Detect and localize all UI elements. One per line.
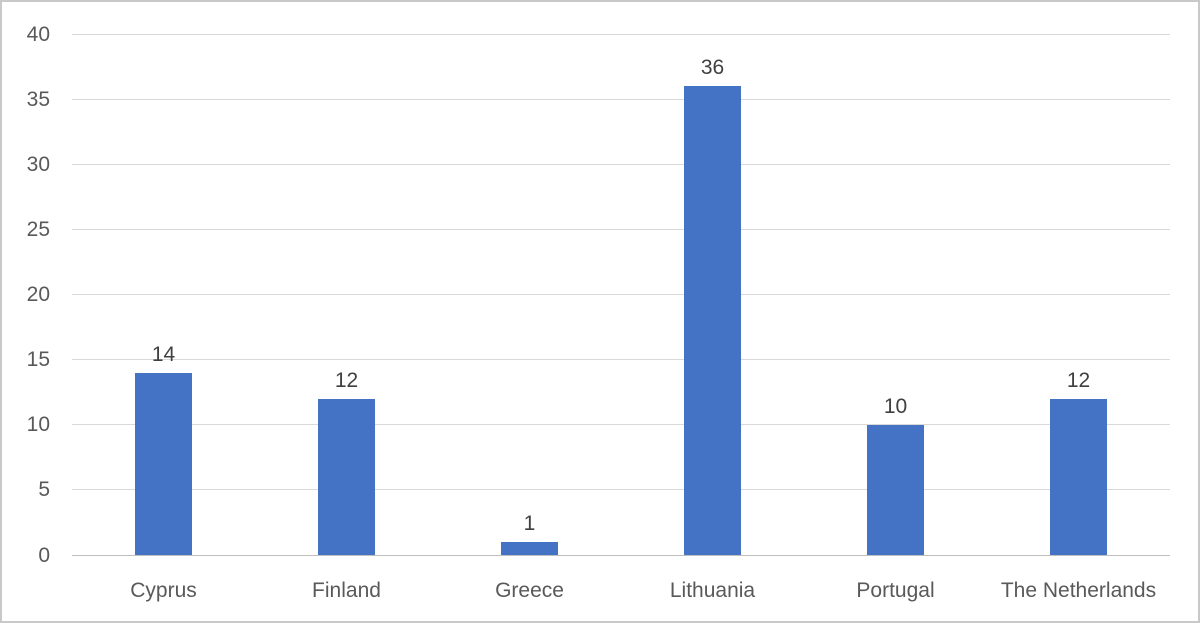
y-axis-tick-label: 5 bbox=[38, 478, 50, 502]
bar-data-label: 14 bbox=[151, 343, 176, 366]
gridline bbox=[72, 359, 1170, 361]
gridline bbox=[72, 228, 1170, 230]
category-label-the-netherlands: The Netherlands bbox=[1000, 579, 1157, 602]
gridline bbox=[72, 163, 1170, 165]
x-axis-line bbox=[72, 554, 1170, 556]
y-axis-tick-label: 15 bbox=[26, 348, 50, 372]
bar-data-label: 12 bbox=[1066, 369, 1091, 392]
category-label-portugal: Portugal bbox=[856, 579, 935, 602]
bar-data-label: 12 bbox=[334, 369, 359, 392]
gridline bbox=[72, 33, 1170, 35]
y-axis-tick-label: 20 bbox=[26, 283, 50, 306]
y-axis-tick-label: 35 bbox=[26, 87, 50, 111]
category-label-lithuania: Lithuania bbox=[669, 579, 756, 602]
y-axis-tick-label: 25 bbox=[26, 217, 50, 241]
category-label-finland: Finland bbox=[312, 579, 381, 602]
gridline bbox=[72, 294, 1170, 295]
bar-data-label: 36 bbox=[700, 56, 725, 79]
bar-data-label: 1 bbox=[523, 512, 536, 535]
gridline bbox=[72, 424, 1170, 426]
category-label-greece: Greece bbox=[495, 579, 564, 602]
y-axis-tick-label: 10 bbox=[26, 413, 50, 437]
y-axis-tick-label: 40 bbox=[26, 22, 50, 46]
gridline bbox=[72, 489, 1170, 491]
bar-the-netherlands bbox=[1050, 399, 1107, 555]
bar-portugal bbox=[867, 425, 924, 555]
category-label-cyprus: Cyprus bbox=[130, 579, 197, 602]
gridline bbox=[72, 98, 1170, 100]
bar-greece bbox=[501, 542, 558, 555]
bar-lithuania bbox=[684, 86, 741, 555]
bar-cyprus bbox=[135, 373, 192, 555]
y-axis-tick-label: 30 bbox=[26, 152, 50, 176]
y-axis-tick-label: 0 bbox=[38, 543, 50, 567]
bar-finland bbox=[318, 399, 375, 555]
bar-data-label: 10 bbox=[883, 395, 908, 418]
